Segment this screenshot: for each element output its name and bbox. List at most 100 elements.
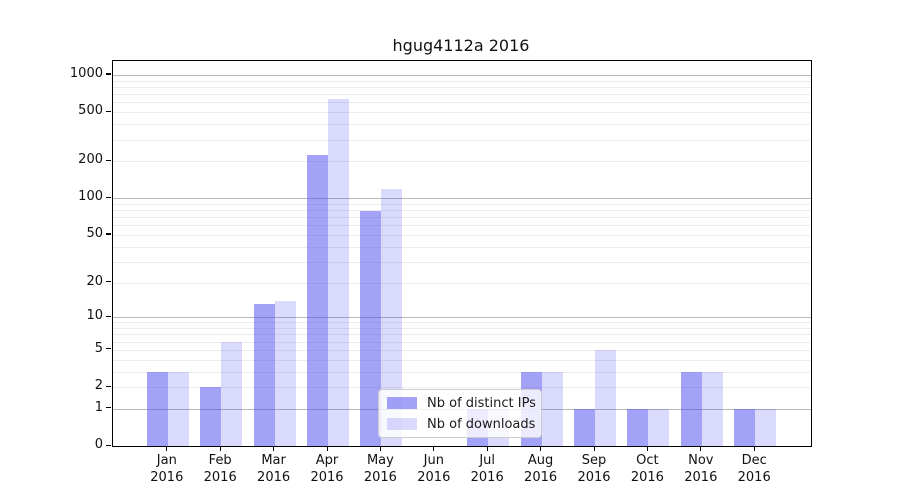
x-label-year: 2016 [150,470,184,485]
x-axis-tick-label: Oct 2016 [617,452,677,486]
gridline-minor [113,334,811,336]
bar-downloads [595,349,616,446]
gridline-major [113,74,811,76]
chart-title: hgug4112a 2016 [392,36,530,55]
bar-downloads [701,371,723,446]
y-axis-tick-label: 1000 [69,65,103,81]
gridline-minor [113,112,811,114]
x-tick-mark [219,446,221,451]
legend-item-label: Nb of distinct IPs [427,395,536,411]
y-tick-mark [106,159,111,161]
gridline-minor [113,225,811,227]
x-axis-tick-label: Dec 2016 [724,452,784,486]
x-label-month: May [366,453,394,468]
bar-distinct-ips [253,304,275,446]
x-tick-mark [646,446,649,451]
x-label-year: 2016 [363,470,397,485]
x-axis-tick-label: Nov 2016 [671,452,731,486]
y-tick-mark [106,110,111,112]
x-axis-tick-label: Jan 2016 [137,452,197,486]
bar-downloads [274,300,296,446]
bar-distinct-ips [680,371,702,446]
x-label-month: Nov [688,453,714,468]
gridline-minor [113,124,811,126]
x-tick-mark [593,446,595,451]
gridline-minor [113,261,811,263]
x-axis-tick-label: Mar 2016 [244,452,304,486]
gridline-minor [113,371,811,373]
x-label-year: 2016 [310,470,344,485]
y-tick-mark [106,444,111,446]
gridline-minor [113,94,811,96]
x-label-month: Jul [479,453,496,468]
x-label-month: Dec [741,453,767,468]
y-axis-tick-label: 0 [94,437,103,452]
y-tick-mark [106,196,111,198]
legend-item-label: Nb of downloads [427,416,536,432]
gridline-minor [113,246,811,248]
x-label-year: 2016 [417,470,451,485]
x-axis-tick-label: Jun 2016 [404,452,464,486]
gridline-major [113,198,811,200]
x-axis-tick-label: Aug 2016 [511,452,571,486]
x-label-month: Mar [261,453,286,468]
x-tick-mark [540,446,542,451]
x-label-year: 2016 [630,470,664,485]
bar-downloads [167,371,189,446]
x-axis-tick-label: May 2016 [350,452,410,486]
bar-distinct-ips [627,408,649,446]
y-tick-mark [106,348,111,350]
x-tick-mark [326,446,328,451]
y-axis-tick-label: 200 [78,152,103,168]
x-label-year: 2016 [737,470,771,485]
x-label-month: Jun [423,453,444,468]
legend-swatch-downloads [387,418,417,430]
y-axis-tick-label: 20 [86,273,103,289]
bar-distinct-ips [360,211,382,446]
x-label-month: Jan [156,453,177,468]
gridline-minor [113,102,811,104]
y-axis-tick-label: 2 [94,378,103,393]
y-axis-tick-label: 1 [94,399,103,415]
y-axis-tick-label: 50 [86,225,103,241]
x-tick-mark [700,446,702,451]
y-axis-tick-label: 5 [94,340,103,356]
gridline-minor [113,80,811,82]
y-axis-tick-label: 10 [86,308,103,324]
x-tick-mark [166,446,168,451]
gridline-minor [113,86,811,88]
x-label-year: 2016 [524,470,558,485]
gridline-minor [113,322,811,324]
bar-downloads [648,408,670,446]
bar-downloads [328,98,349,446]
bar-distinct-ips [200,387,222,446]
x-axis-tick-label: Jul 2016 [457,452,517,486]
x-label-year: 2016 [684,470,718,485]
gridline-minor [113,349,811,351]
bar-distinct-ips [734,408,756,446]
gridline-minor [113,139,811,141]
bar-downloads [755,408,777,446]
x-label-year: 2016 [257,470,291,485]
x-label-year: 2016 [203,470,237,485]
x-tick-mark [273,446,275,451]
gridline-minor [113,387,811,388]
gridline-minor [113,359,811,361]
x-axis-tick-label: Sep 2016 [564,452,624,486]
y-tick-mark [106,385,111,387]
x-label-month: Sep [581,453,607,468]
legend-swatch-distinct-ips [387,397,417,409]
x-tick-mark [379,446,382,451]
x-label-year: 2016 [470,470,504,485]
bar-distinct-ips [574,408,595,446]
x-label-year: 2016 [577,470,611,485]
y-tick-mark [106,73,111,75]
gridline-minor [113,161,811,163]
y-tick-mark [106,281,111,283]
x-axis-tick-label: Apr 2016 [297,452,357,486]
bar-downloads [541,371,563,446]
x-label-month: Apr [315,453,339,468]
y-tick-mark [106,315,111,317]
y-tick-mark [106,407,111,409]
